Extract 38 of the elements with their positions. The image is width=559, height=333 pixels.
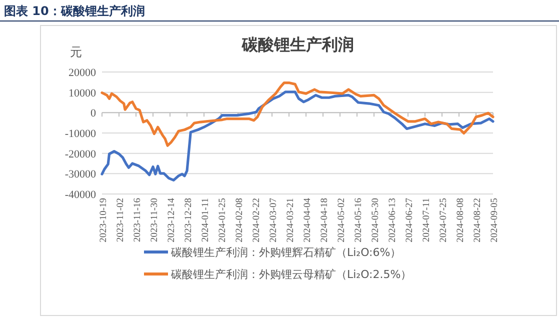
x-tick-label: 2023-12-14	[167, 198, 177, 242]
x-tick-label: 2023-11-30	[150, 198, 160, 242]
x-tick-label: 2024-04-18	[320, 198, 330, 242]
x-tick-label: 2024-05-16	[354, 198, 364, 242]
x-tick-label: 2024-02-22	[252, 198, 262, 242]
x-tick-label: 2024-01-25	[218, 198, 228, 242]
chart-title: 碳酸锂生产利润	[241, 35, 354, 54]
y-tick-label: 0	[90, 108, 96, 120]
x-tick-label: 2024-07-11	[422, 198, 432, 242]
x-tick-label: 2023-11-16	[133, 198, 143, 242]
chart-subtitle: 图表 10：碳酸锂生产利润	[4, 4, 145, 18]
x-tick-label: 2023-12-28	[184, 198, 194, 242]
y-tick-label: -20000	[64, 148, 96, 160]
x-tick-label: 2024-08-22	[473, 198, 483, 242]
x-tick-label: 2024-02-08	[235, 198, 245, 242]
x-tick-label: 2024-04-04	[303, 198, 313, 242]
line-series	[100, 90, 494, 182]
x-tick-label: 2023-10-19	[99, 198, 109, 242]
x-tick-label: 2024-03-21	[286, 198, 296, 242]
line-series	[100, 81, 494, 147]
x-tick-label: 2024-07-25	[439, 198, 449, 242]
y-tick-label: 10000	[68, 87, 96, 100]
x-tick-label: 2024-06-27	[405, 198, 415, 242]
x-tick-label: 2024-01-11	[201, 198, 211, 242]
x-tick-label: 2024-09-05	[490, 198, 500, 242]
x-tick-label: 2024-08-08	[456, 198, 466, 242]
y-tick-label: -40000	[64, 189, 96, 201]
y-axis-title: 元	[70, 45, 82, 59]
x-tick-label: 2024-03-07	[269, 198, 279, 242]
x-tick-label: 2023-11-02	[116, 198, 126, 242]
x-tick-label: 2024-06-13	[388, 198, 398, 242]
y-tick-label: -30000	[64, 168, 96, 181]
legend-label: 碳酸锂生产利润：外购锂辉石精矿（Li₂O:6%）	[170, 246, 402, 259]
y-tick-label: -10000	[64, 128, 96, 140]
y-tick-label: 20000	[68, 67, 96, 79]
legend-label: 碳酸锂生产利润：外购锂云母精矿（Li₂O:2.5%）	[170, 268, 412, 281]
x-tick-label: 2024-05-02	[337, 198, 347, 242]
x-tick-label: 2024-05-30	[371, 198, 381, 242]
